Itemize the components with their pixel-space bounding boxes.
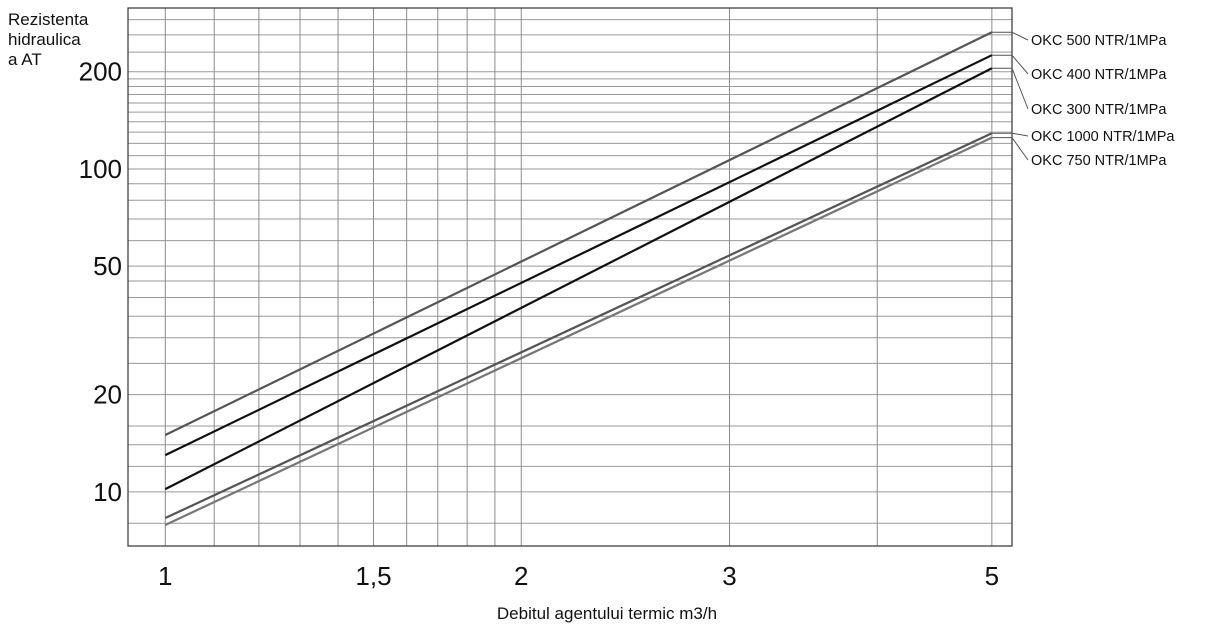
legend-label: OKC 1000 NTR/1MPa bbox=[1031, 129, 1175, 145]
legend-leader-line bbox=[991, 54, 1029, 75]
plot-frame bbox=[127, 7, 1013, 547]
y-tick-label: 20 bbox=[93, 380, 122, 410]
legend-leader-line bbox=[991, 137, 1029, 161]
legend-label: OKC 500 NTR/1MPa bbox=[1031, 33, 1167, 49]
series-line bbox=[164, 31, 993, 437]
y-axis-title-line-3: a AT bbox=[8, 50, 42, 69]
x-tick-label: 2 bbox=[514, 561, 528, 591]
x-tick-label: 1 bbox=[158, 561, 172, 591]
series-line bbox=[164, 54, 993, 457]
legend-label: OKC 750 NTR/1MPa bbox=[1031, 153, 1167, 169]
legend-leader-line bbox=[991, 67, 1029, 110]
y-tick-label: 200 bbox=[79, 57, 122, 87]
y-axis-title-line-1: Rezistenta bbox=[8, 10, 89, 29]
y-tick-label: 100 bbox=[79, 154, 122, 184]
x-tick-label: 5 bbox=[985, 561, 999, 591]
x-tick-label: 1,5 bbox=[355, 561, 391, 591]
legend-leader-line bbox=[991, 31, 1029, 41]
y-tick-label: 50 bbox=[93, 251, 122, 281]
series-line bbox=[164, 136, 993, 526]
series-line bbox=[164, 67, 993, 491]
legend-label: OKC 400 NTR/1MPa bbox=[1031, 67, 1167, 83]
y-axis-title-line-2: hidraulica bbox=[8, 30, 81, 49]
legend-leader-line bbox=[991, 132, 1029, 137]
y-tick-label: 10 bbox=[93, 477, 122, 507]
x-tick-label: 3 bbox=[722, 561, 736, 591]
legend-label: OKC 300 NTR/1MPa bbox=[1031, 102, 1167, 118]
x-axis-title: Debitul agentului termic m3/h bbox=[496, 604, 718, 623]
series-line bbox=[164, 132, 993, 520]
